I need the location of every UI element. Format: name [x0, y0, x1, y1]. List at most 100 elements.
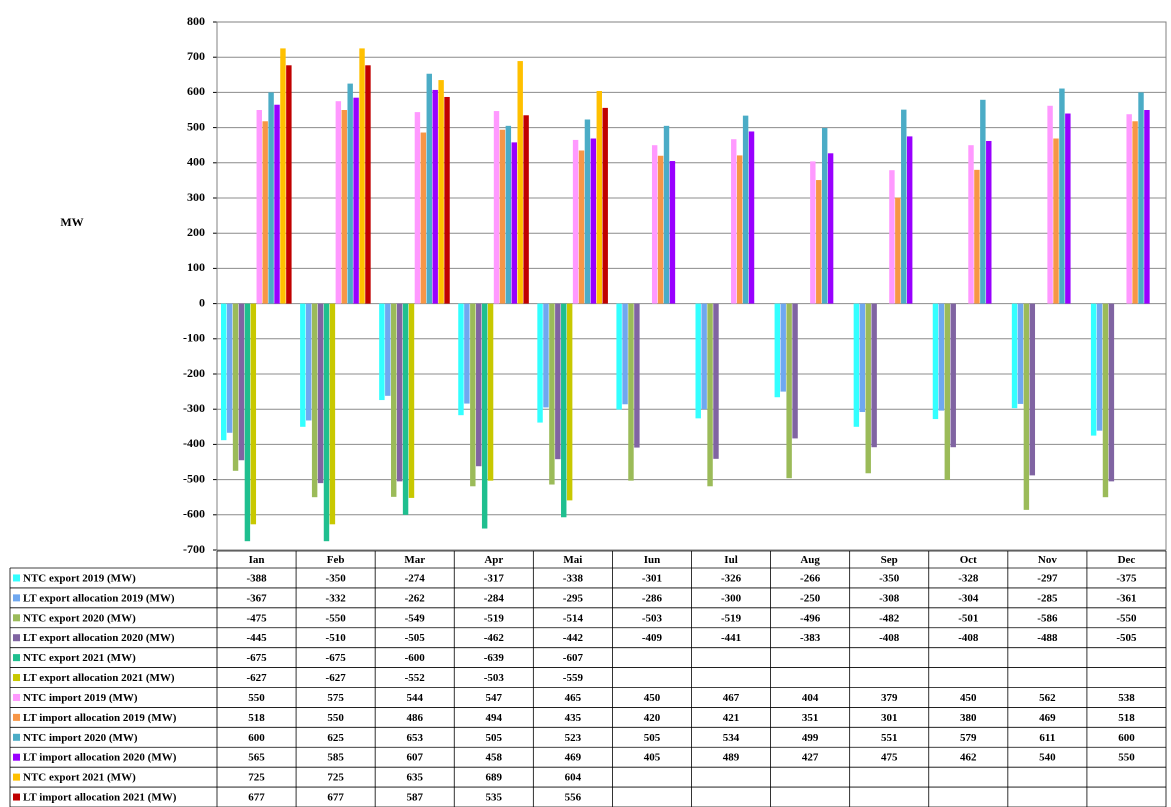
table-value: -408 — [879, 632, 900, 644]
bar — [470, 303, 476, 487]
y-tick-label: 200 — [187, 225, 205, 239]
table-value: 575 — [327, 692, 344, 704]
bar — [792, 303, 798, 439]
bar — [274, 104, 280, 304]
table-value: 475 — [881, 752, 898, 764]
table-value: -284 — [484, 592, 505, 604]
y-tick-label: 700 — [187, 49, 205, 63]
table-value: -295 — [563, 592, 584, 604]
bar — [396, 303, 403, 482]
legend-label: NTC export 2019 (MW) — [23, 572, 136, 584]
bar — [511, 142, 517, 304]
table-value: 534 — [723, 732, 740, 744]
table-value: 725 — [248, 772, 265, 784]
bar — [1138, 92, 1144, 304]
table-value: -286 — [642, 592, 663, 604]
bar — [286, 65, 292, 304]
y-tick-label: -700 — [183, 542, 205, 556]
table-value: -607 — [563, 652, 584, 664]
bar — [221, 303, 227, 441]
table-value: 625 — [327, 732, 344, 744]
table-value: 550 — [1118, 752, 1135, 764]
bar — [238, 303, 245, 461]
y-tick-label: 400 — [187, 155, 205, 169]
table-value: 505 — [644, 732, 661, 744]
bar — [353, 97, 359, 304]
table-value: -586 — [1037, 612, 1058, 624]
table-value: 435 — [565, 712, 582, 724]
bar — [622, 303, 628, 405]
legend-label: NTC export 2021 (MW) — [23, 772, 136, 784]
table-value: -559 — [563, 672, 584, 684]
bar — [1102, 303, 1109, 498]
bar — [432, 89, 438, 304]
table-value: 600 — [1118, 732, 1135, 744]
table-value: 550 — [248, 692, 265, 704]
table-value: 450 — [644, 692, 661, 704]
table-value: -505 — [1116, 632, 1137, 644]
y-axis-label: MW — [60, 215, 83, 229]
table-value: 551 — [881, 732, 898, 744]
bar — [731, 139, 737, 304]
legend-swatch — [13, 753, 20, 761]
table-value: 467 — [723, 692, 740, 704]
table-value: -519 — [484, 612, 505, 624]
legend-swatch — [13, 614, 20, 622]
table-value: 469 — [1039, 712, 1056, 724]
table-value: -552 — [405, 672, 426, 684]
bar — [596, 90, 602, 304]
table-value: 587 — [406, 792, 423, 804]
table-value: 550 — [327, 712, 344, 724]
table-value: 421 — [723, 712, 740, 724]
bar — [347, 83, 353, 304]
bar — [555, 303, 561, 460]
bar — [499, 129, 506, 304]
plot-border — [216, 21, 1167, 551]
table-value: 489 — [723, 752, 740, 764]
bar — [1090, 303, 1097, 436]
legend-label: LT export allocation 2019 (MW) — [23, 592, 175, 604]
table-value: 462 — [960, 752, 977, 764]
table-value: -627 — [246, 672, 267, 684]
bar — [1017, 303, 1024, 404]
bar — [657, 155, 664, 304]
bar — [487, 303, 494, 481]
table-value: -409 — [642, 632, 663, 644]
bar — [493, 111, 500, 304]
x-tick-label: Iul — [724, 554, 737, 566]
bar — [1059, 88, 1065, 304]
table-value: 450 — [960, 692, 977, 704]
bar — [280, 48, 286, 304]
bar — [481, 303, 488, 529]
bar — [816, 180, 822, 304]
bar — [748, 131, 755, 304]
x-tick-label: Feb — [327, 554, 345, 566]
table-value: -250 — [800, 592, 821, 604]
bar — [300, 303, 306, 427]
bar — [476, 303, 482, 467]
table-value: -519 — [721, 612, 742, 624]
bar — [561, 303, 567, 518]
y-tick-label: 300 — [187, 190, 205, 204]
x-tick-label: Mai — [563, 554, 582, 566]
legend-label: LT import allocation 2020 (MW) — [23, 752, 177, 764]
legend-swatch — [13, 574, 20, 582]
bar — [317, 303, 324, 484]
table-value: 499 — [802, 732, 819, 744]
x-tick-label: Nov — [1038, 554, 1057, 566]
table-value: 607 — [406, 752, 423, 764]
bar — [1047, 105, 1053, 304]
table-value: 677 — [248, 792, 265, 804]
table-value: 380 — [960, 712, 977, 724]
table-value: -361 — [1116, 592, 1136, 604]
table-value: -326 — [721, 572, 742, 584]
table-value: -675 — [246, 652, 267, 664]
table-value: -332 — [326, 592, 347, 604]
x-tick-label: Dec — [1118, 554, 1136, 566]
table-value: 465 — [565, 692, 582, 704]
y-tick-label: -300 — [183, 401, 205, 415]
y-tick-label: -500 — [183, 471, 205, 485]
bar — [786, 303, 792, 479]
legend-label: LT import allocation 2021 (MW) — [23, 792, 177, 804]
bar — [827, 153, 834, 304]
